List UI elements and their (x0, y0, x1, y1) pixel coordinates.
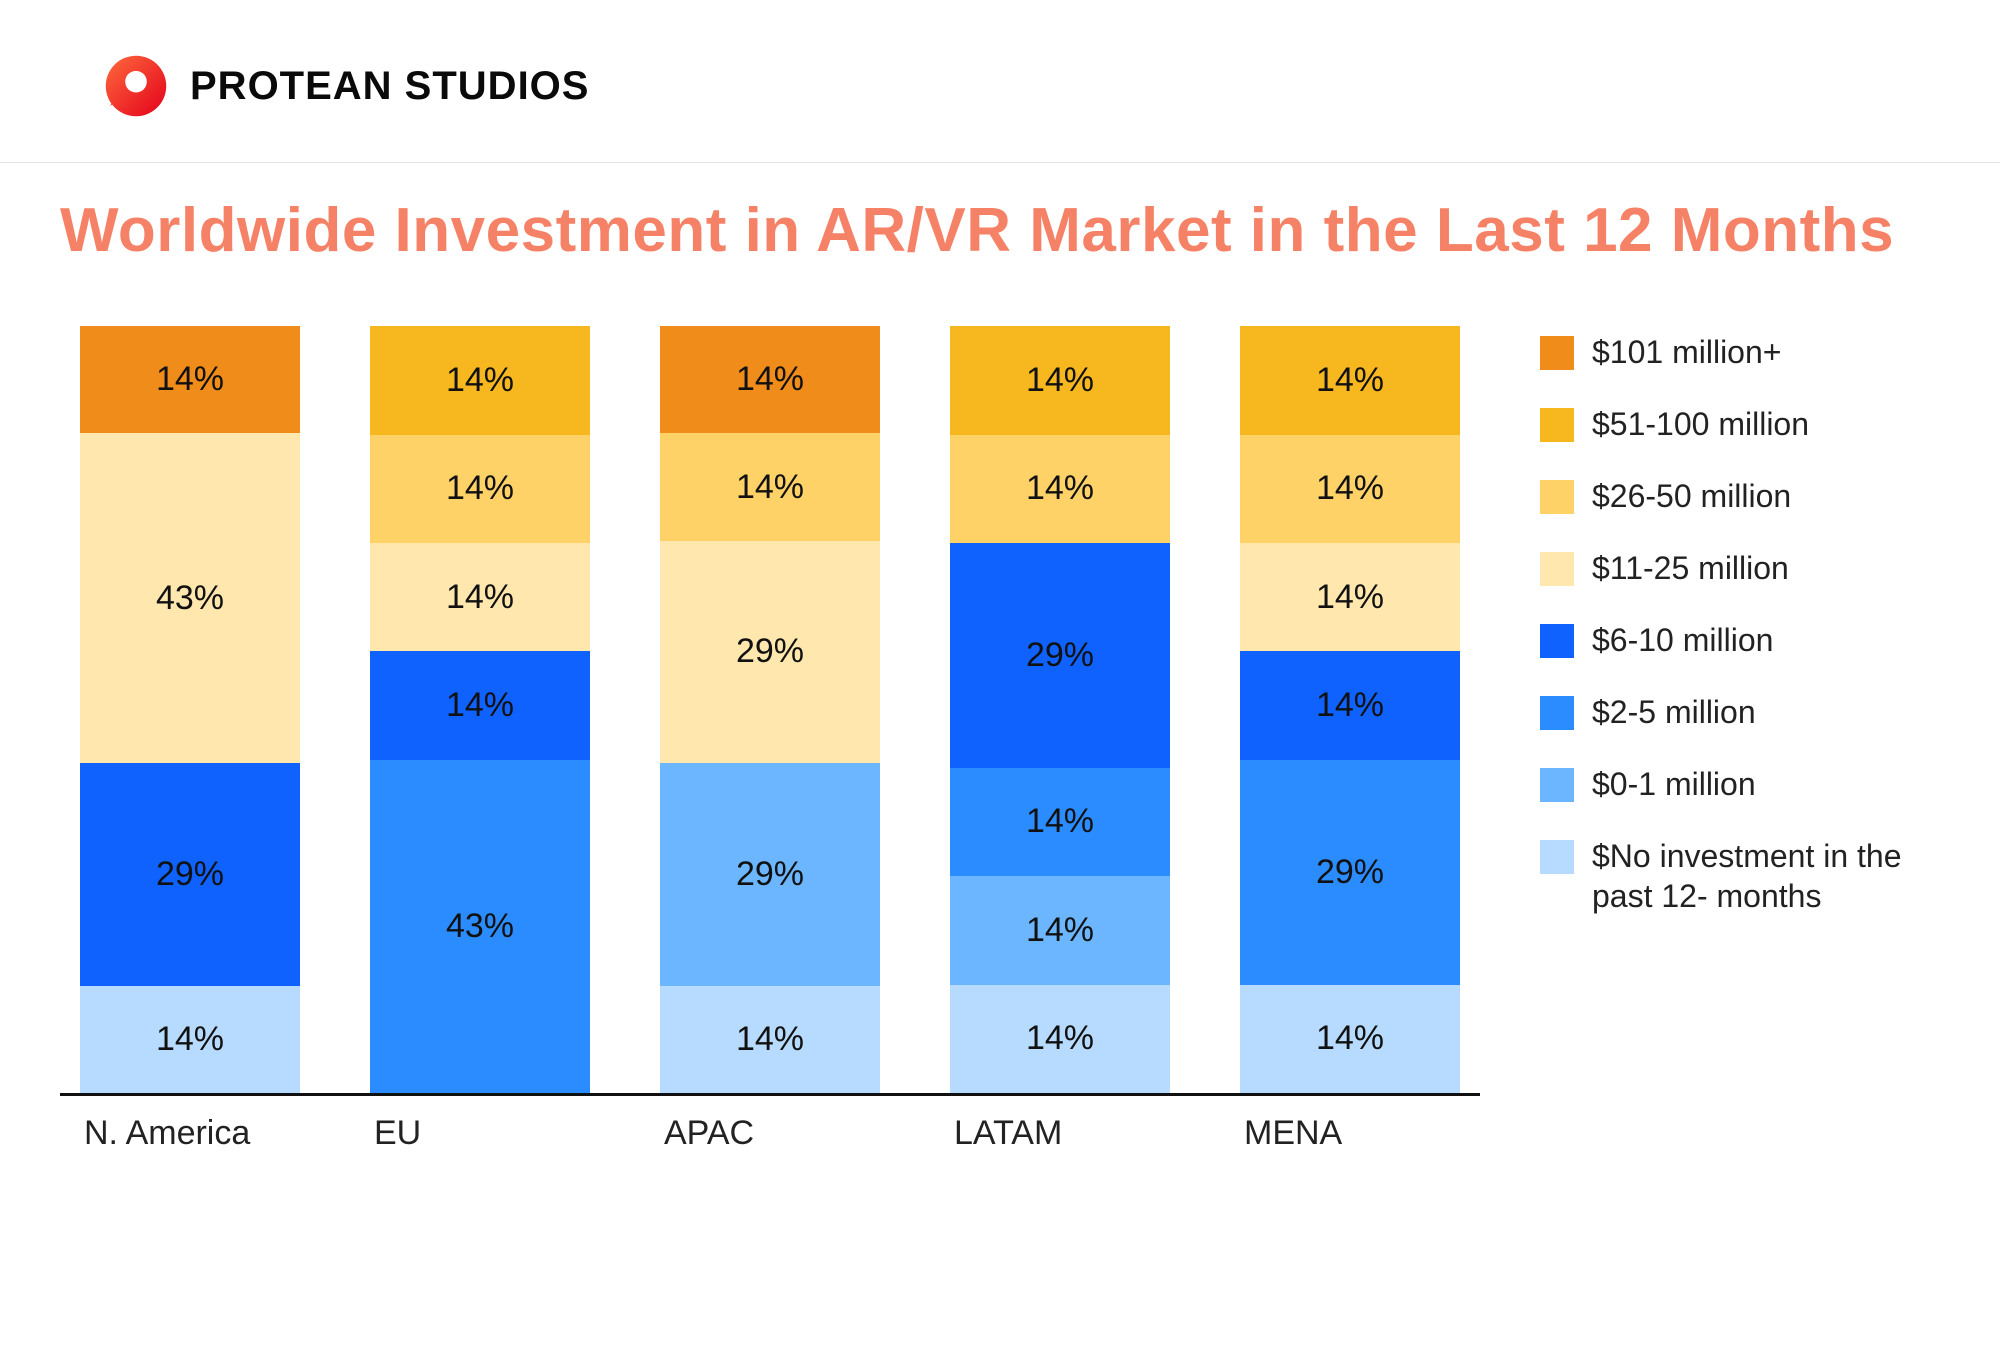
legend-item: $6-10 million (1540, 620, 1940, 660)
bar-segment: 14% (1240, 326, 1460, 434)
legend: $101 million+ $51-100 million $26-50 milli… (1480, 326, 1940, 1153)
bar-segment-value: 14% (736, 1020, 804, 1059)
legend-item: $11-25 million (1540, 548, 1940, 588)
legend-swatch (1540, 336, 1574, 370)
bar-segment-value: 14% (446, 361, 514, 400)
legend-swatch (1540, 624, 1574, 658)
bar-segment: 14% (1240, 435, 1460, 543)
x-axis-labels: N. America EU APAC LATAM MENA (60, 1096, 1480, 1153)
bar-segment: 14% (950, 985, 1170, 1093)
legend-label: $No investment in the past 12- months (1592, 836, 1932, 916)
x-axis-label: N. America (80, 1114, 300, 1153)
bar-segment: 14% (950, 435, 1170, 543)
legend-item: $101 million+ (1540, 332, 1940, 372)
bar-segment-value: 14% (446, 469, 514, 508)
bar-segment: 14% (660, 433, 880, 540)
bar-segment-value: 14% (156, 360, 224, 399)
x-axis-label: APAC (660, 1114, 880, 1153)
bar-segment: 14% (80, 326, 300, 433)
bar-segment-value: 14% (446, 686, 514, 725)
chart-container: 14%43%29%14%14%14%14%14%43%14%14%29%29%1… (60, 326, 1940, 1153)
page-root: PROTEAN STUDIOS Worldwide Investment in … (0, 0, 2000, 1347)
bar-segment: 29% (950, 543, 1170, 768)
legend-label: $11-25 million (1592, 548, 1789, 588)
legend-item: $No investment in the past 12- months (1540, 836, 1940, 916)
bar-segment-value: 14% (156, 1020, 224, 1059)
bar-segment-value: 14% (1026, 911, 1094, 950)
bar-segment: 14% (370, 651, 590, 759)
legend-swatch (1540, 552, 1574, 586)
legend-label: $0-1 million (1592, 764, 1756, 804)
bar-segment: 29% (660, 763, 880, 985)
bar-segment: 14% (370, 326, 590, 434)
chart-title: Worldwide Investment in AR/VR Market in … (0, 163, 2000, 266)
bar-segment: 14% (950, 326, 1170, 434)
bar-segment-value: 29% (1026, 636, 1094, 675)
bar-segment: 14% (1240, 651, 1460, 759)
bar-segment-value: 14% (1026, 802, 1094, 841)
legend-item: $2-5 million (1540, 692, 1940, 732)
legend-swatch (1540, 408, 1574, 442)
bar-segment-value: 14% (1026, 469, 1094, 508)
bar-segment-value: 43% (156, 579, 224, 618)
bar-segment-value: 14% (1316, 686, 1384, 725)
bar-segment: 14% (1240, 543, 1460, 651)
legend-item: $26-50 million (1540, 476, 1940, 516)
bar-segment: 14% (950, 768, 1170, 876)
bar-segment: 14% (950, 876, 1170, 984)
bar-segment: 43% (80, 433, 300, 763)
bar-segment-value: 14% (736, 468, 804, 507)
bar-segment: 14% (660, 326, 880, 433)
bar-segment-value: 14% (1316, 361, 1384, 400)
bar-segment: 29% (80, 763, 300, 985)
legend-swatch (1540, 768, 1574, 802)
bar-segment: 14% (370, 435, 590, 543)
bar-segment-value: 29% (156, 855, 224, 894)
header: PROTEAN STUDIOS (0, 0, 2000, 162)
bar-segment: 29% (660, 541, 880, 763)
bar-segment-value: 14% (1316, 578, 1384, 617)
bar-segment: 29% (1240, 760, 1460, 985)
bar-segment: 14% (1240, 985, 1460, 1093)
legend-label: $101 million+ (1592, 332, 1781, 372)
legend-swatch (1540, 840, 1574, 874)
bar-segment: 14% (80, 986, 300, 1093)
legend-label: $2-5 million (1592, 692, 1756, 732)
legend-label: $26-50 million (1592, 476, 1791, 516)
legend-item: $51-100 million (1540, 404, 1940, 444)
bar-segment-value: 14% (446, 578, 514, 617)
bar-segment-value: 14% (1026, 361, 1094, 400)
bar-column: 14% 14% 14% 14% 29% 14% (1240, 326, 1460, 1093)
bars-container: 14%43%29%14%14%14%14%14%43%14%14%29%29%1… (60, 326, 1480, 1093)
x-axis-label: MENA (1240, 1114, 1460, 1153)
bar-segment-value: 14% (1316, 469, 1384, 508)
x-axis-label: LATAM (950, 1114, 1170, 1153)
bar-segment-value: 14% (1316, 1019, 1384, 1058)
bar-segment-value: 29% (736, 632, 804, 671)
bar-segment-value: 43% (446, 907, 514, 946)
brand-name: PROTEAN STUDIOS (190, 64, 589, 109)
bar-segment: 14% (660, 986, 880, 1093)
legend-label: $6-10 million (1592, 620, 1773, 660)
bar-segment-value: 14% (736, 360, 804, 399)
bar-column: 14% 14% 14% 14% 43% (370, 326, 590, 1093)
legend-swatch (1540, 480, 1574, 514)
bar-segment-value: 29% (1316, 853, 1384, 892)
bar-column: 14% 43% 29% 14% (80, 326, 300, 1093)
x-axis-label: EU (370, 1114, 590, 1153)
bar-segment-value: 29% (736, 855, 804, 894)
legend-swatch (1540, 696, 1574, 730)
legend-item: $0-1 million (1540, 764, 1940, 804)
bar-segment: 14% (370, 543, 590, 651)
bar-segment-value: 14% (1026, 1019, 1094, 1058)
bar-segment: 43% (370, 760, 590, 1093)
chart-plot-area: 14%43%29%14%14%14%14%14%43%14%14%29%29%1… (60, 326, 1480, 1096)
brand-logo-icon (100, 50, 172, 122)
bar-column: 14% 14% 29% 29% 14% (660, 326, 880, 1093)
bar-column: 14% 14% 29% 14% 14% 14% (950, 326, 1170, 1093)
legend-label: $51-100 million (1592, 404, 1809, 444)
